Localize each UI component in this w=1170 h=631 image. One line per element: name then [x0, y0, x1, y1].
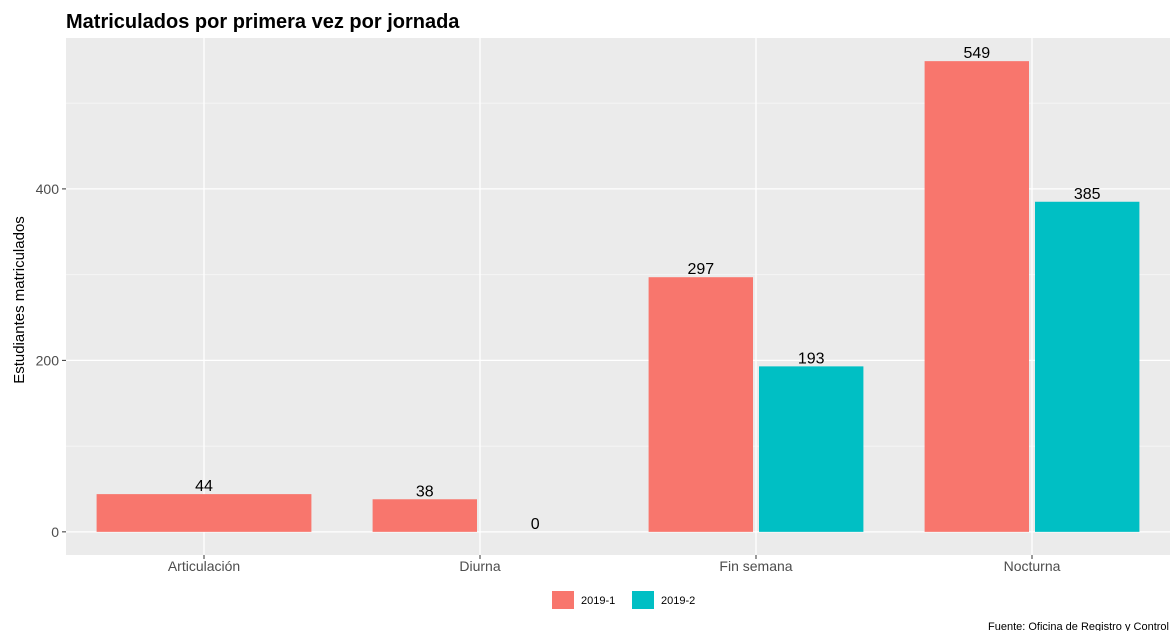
data-label: 44 — [195, 478, 213, 495]
bars-group — [96, 61, 1140, 532]
x-tick-label: Nocturna — [1004, 558, 1061, 574]
data-labels-group: 44 38 0 297 193 549 385 — [195, 45, 1101, 533]
x-axis: Articulación Diurna Fin semana Nocturna — [168, 555, 1061, 574]
y-tick-label: 0 — [51, 524, 59, 540]
bar-2019-1-Fin semana — [648, 277, 753, 532]
data-label: 193 — [798, 350, 825, 367]
legend-swatch-2019-1 — [552, 591, 574, 609]
bar-2019-2-Fin semana — [759, 366, 864, 532]
data-label: 297 — [687, 261, 714, 278]
data-label: 38 — [416, 483, 434, 500]
bar-2019-1-Nocturna — [924, 61, 1029, 532]
legend-label: 2019-1 — [581, 595, 615, 607]
x-tick-label: Fin semana — [719, 558, 792, 574]
y-tick-label: 400 — [36, 181, 60, 197]
x-tick-label: Articulación — [168, 558, 240, 574]
legend-label: 2019-2 — [661, 595, 695, 607]
bar-2019-1-Diurna — [372, 499, 477, 532]
data-label: 385 — [1074, 186, 1101, 203]
y-tick-label: 200 — [36, 352, 60, 368]
legend: 2019-1 2019-2 — [552, 591, 695, 609]
data-label: 0 — [531, 516, 540, 533]
legend-swatch-2019-2 — [632, 591, 654, 609]
chart-title: Matriculados por primera vez por jornada — [66, 11, 460, 33]
y-axis-title: Estudiantes matriculados — [11, 216, 28, 384]
bar-2019-2-Nocturna — [1035, 201, 1140, 532]
x-tick-label: Diurna — [459, 558, 500, 574]
y-axis: 0 200 400 — [36, 181, 66, 540]
data-label: 549 — [963, 45, 990, 62]
chart-caption: Fuente: Oficina de Registro y Control — [988, 621, 1169, 631]
bar-2019-1-Articulación — [96, 494, 312, 532]
